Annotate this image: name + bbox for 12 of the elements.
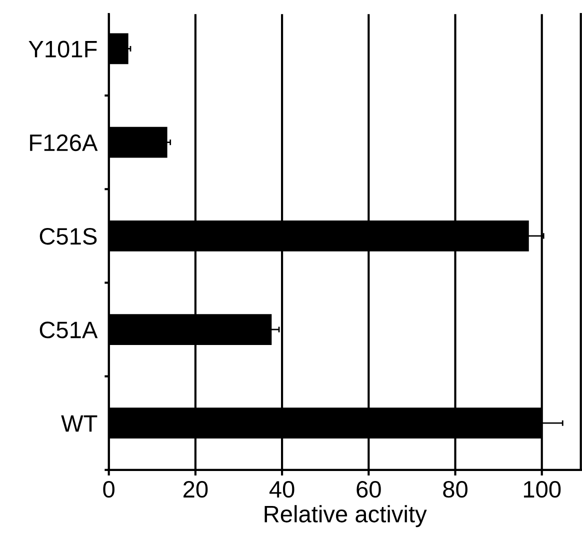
x-tick-label: 0 <box>103 480 114 498</box>
x-tick-label: 20 <box>184 480 208 498</box>
y-tick-label: C51A <box>40 322 98 338</box>
y-tick-label: F126A <box>30 134 98 152</box>
y-tick-label: WT <box>61 415 98 432</box>
y-tick-label: Y101F <box>28 40 97 58</box>
x-tick-label: 40 <box>269 480 294 498</box>
y-tick-label: C51S <box>40 228 97 245</box>
x-tick-label: 100 <box>524 480 561 498</box>
x-axis-title: Relative activity <box>264 505 427 528</box>
x-tick-label: 80 <box>443 480 468 498</box>
x-tick-label: 60 <box>356 480 381 498</box>
